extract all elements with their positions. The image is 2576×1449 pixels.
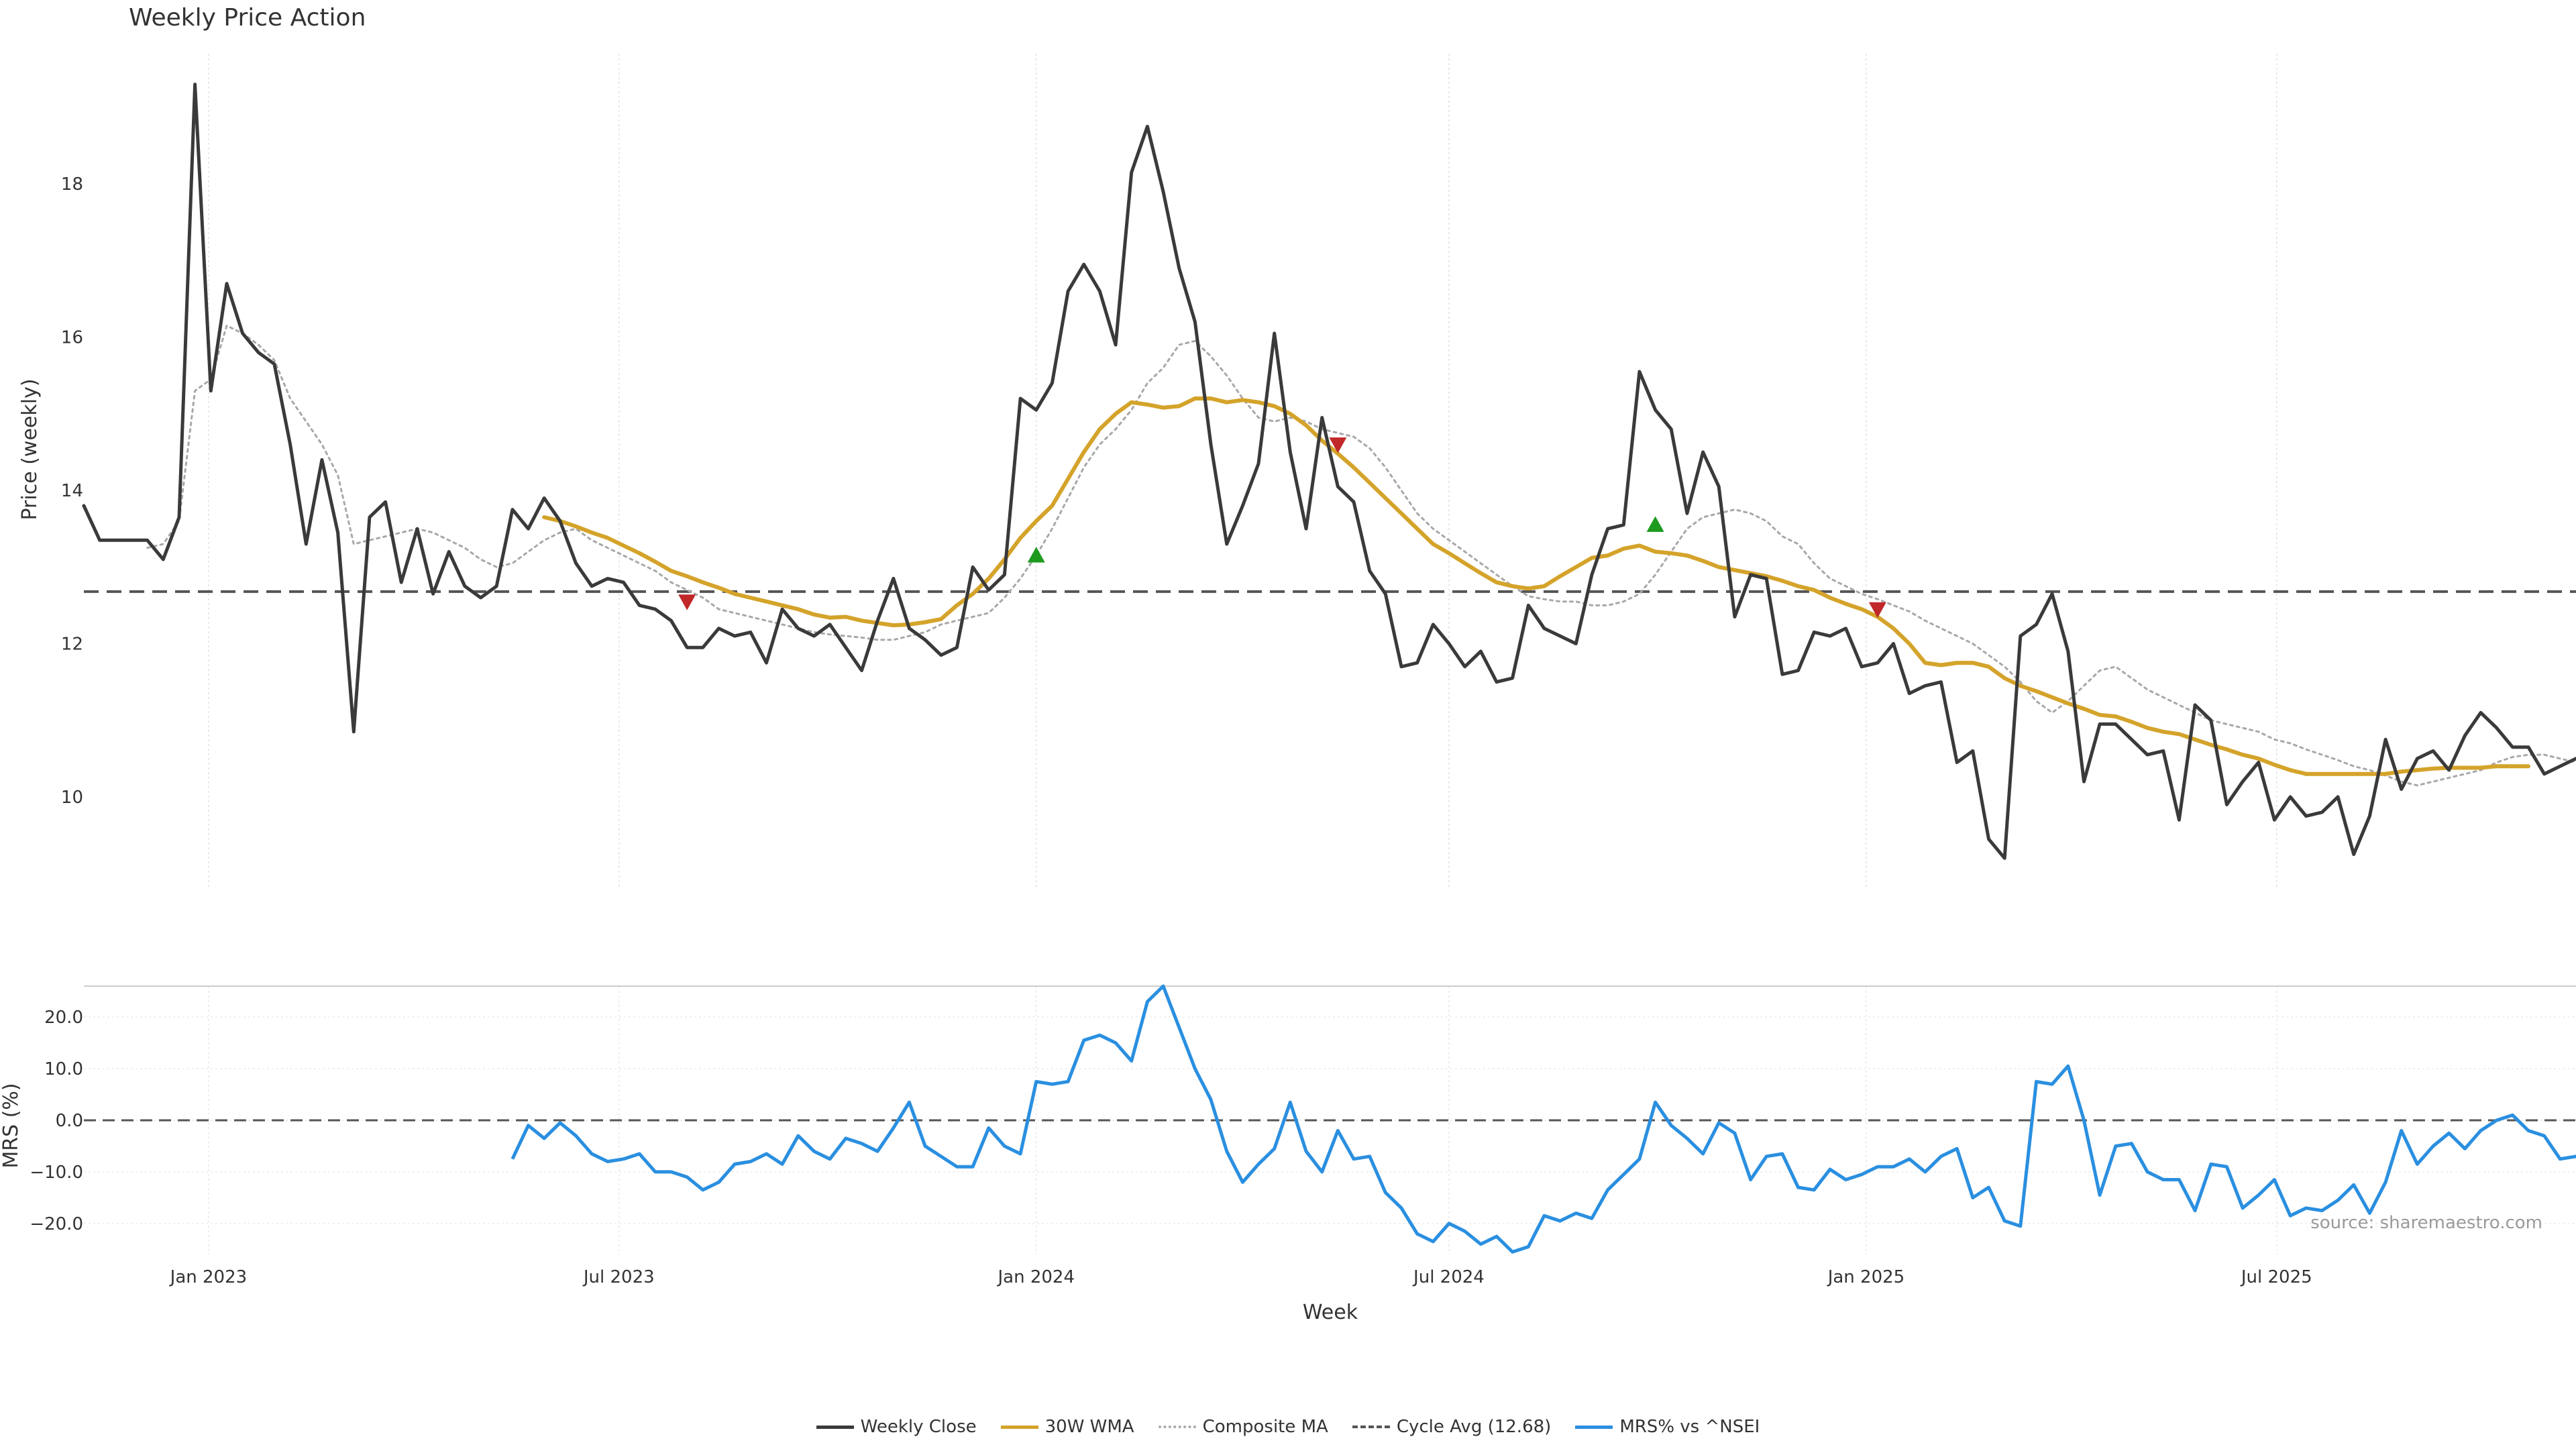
mrs-series [511, 984, 2576, 1254]
legend-label: 30W WMA [1044, 1417, 1134, 1437]
legend-swatch [1575, 1425, 1613, 1429]
legend-item: Weekly Close [816, 1417, 977, 1437]
price-y-tick-label: 10 [61, 788, 83, 808]
legend-swatch [1352, 1426, 1390, 1428]
price-y-tick-label: 18 [61, 174, 83, 195]
legend-label: Cycle Avg (12.68) [1396, 1417, 1552, 1437]
legend-item: 30W WMA [1000, 1417, 1134, 1437]
x-tick-label: Jan 2025 [1827, 1267, 1905, 1287]
sell-signal-marker [1868, 602, 1886, 619]
mrs-y-tick-label: −10.0 [30, 1163, 83, 1183]
legend-label: MRS% vs ^NSEI [1619, 1417, 1760, 1437]
weekly-close-line [82, 83, 2576, 860]
price-y-axis-label: Price (weekly) [18, 378, 42, 520]
sell-signal-marker [1329, 437, 1347, 453]
legend-label: Composite MA [1202, 1417, 1328, 1437]
mrs-y-tick-label: 10.0 [44, 1059, 83, 1079]
mrs-y-axis-label: MRS (%) [0, 1083, 23, 1168]
chart-title: Weekly Price Action [129, 4, 366, 32]
legend-swatch [1000, 1425, 1038, 1429]
x-tick-label: Jul 2025 [2240, 1267, 2312, 1287]
price-series [82, 83, 2576, 860]
mrs-y-tick-label: −20.0 [30, 1214, 83, 1234]
mrs-y-tick-label: 20.0 [44, 1008, 83, 1028]
x-axis-label: Week [1303, 1301, 1358, 1324]
legend-item: MRS% vs ^NSEI [1575, 1417, 1760, 1437]
x-ticks: Jan 2023 Jul 2023 Jan 2024 Jul 2024 Jan 2025… [169, 1267, 2312, 1287]
legend-item: Cycle Avg (12.68) [1352, 1417, 1551, 1437]
x-tick-label: Jul 2024 [1412, 1267, 1485, 1287]
x-tick-label: Jul 2023 [582, 1267, 655, 1287]
price-y-ticks: 10 12 14 16 18 [61, 174, 83, 808]
source-credit: source: sharemaestro.com [2310, 1213, 2542, 1233]
price-y-tick-label: 12 [61, 634, 83, 654]
x-tick-label: Jan 2024 [996, 1267, 1075, 1287]
legend-item: Composite MA [1158, 1417, 1328, 1437]
price-y-tick-label: 16 [61, 328, 83, 348]
mrs-y-tick-label: 0.0 [56, 1111, 83, 1131]
mrs-line [511, 984, 2576, 1254]
x-tick-label: Jan 2023 [169, 1267, 248, 1287]
sell-signal-marker [678, 594, 696, 610]
buy-signal-marker [1646, 516, 1664, 532]
signal-markers [678, 437, 1886, 619]
legend-swatch [816, 1425, 854, 1429]
legend-label: Weekly Close [860, 1417, 977, 1437]
mrs-y-ticks: −20.0 −10.0 0.0 10.0 20.0 [30, 1008, 83, 1234]
legend: Weekly Close 30W WMA Composite MA Cycle … [0, 1417, 2576, 1437]
price-grid [207, 54, 2277, 889]
composite-ma-line [146, 325, 2576, 787]
legend-swatch [1158, 1426, 1196, 1428]
price-y-tick-label: 14 [61, 481, 83, 501]
30w-wma-line [542, 396, 2530, 776]
buy-signal-marker [1027, 547, 1045, 563]
